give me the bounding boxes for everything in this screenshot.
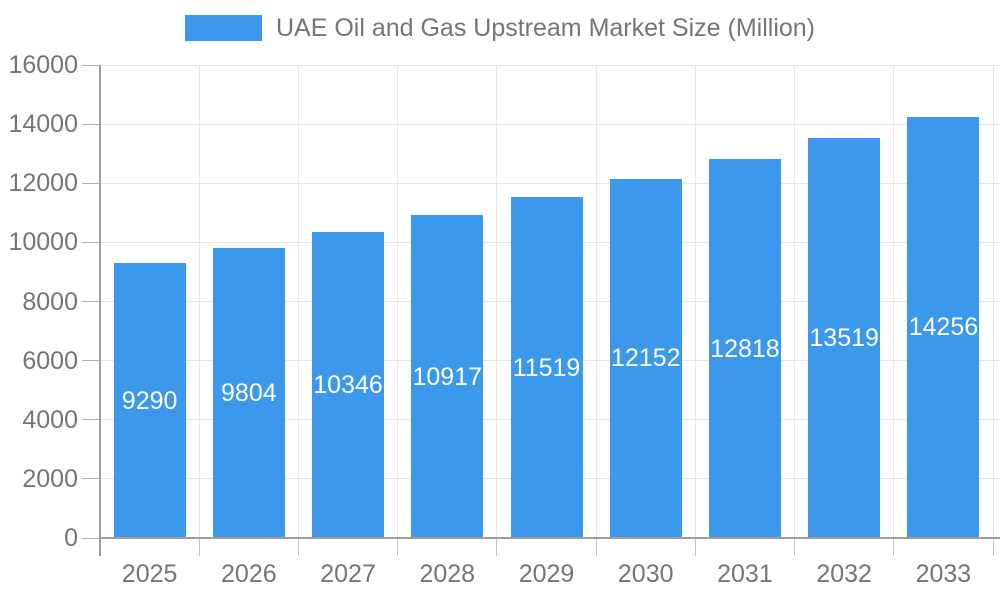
y-gridline xyxy=(100,64,1000,66)
bar-value-label: 12818 xyxy=(710,334,780,363)
y-tick-label: 4000 xyxy=(22,405,78,434)
x-gridline xyxy=(397,65,399,538)
bar: 11519 xyxy=(510,197,583,538)
y-tick-label: 10000 xyxy=(8,228,78,257)
x-gridline xyxy=(794,65,796,538)
bar-value-label: 10917 xyxy=(412,362,483,391)
x-tick-mark xyxy=(496,538,498,556)
x-gridline xyxy=(496,65,498,538)
bar-value-label: 11519 xyxy=(512,353,581,382)
y-tick-label: 0 xyxy=(64,524,78,552)
x-tick-label: 2033 xyxy=(915,560,972,588)
y-tick-mark xyxy=(82,301,100,302)
bar-value-label: 9290 xyxy=(121,386,178,415)
y-tick-mark xyxy=(82,419,100,421)
bar: 10917 xyxy=(411,215,484,538)
y-gridline xyxy=(100,182,1000,184)
y-tick-mark xyxy=(82,123,100,125)
bar: 9804 xyxy=(212,248,285,538)
bar: 13519 xyxy=(808,138,881,538)
x-tick-label: 2026 xyxy=(221,560,277,588)
y-axis-line xyxy=(99,65,101,556)
x-tick-mark xyxy=(794,538,796,556)
plot-area: 0 2000 4000 6000 8000 10000 12000 14000 16000 202… xyxy=(8,52,1000,587)
y-tick-mark xyxy=(82,360,100,362)
x-tick-label: 2031 xyxy=(717,560,773,588)
x-gridline xyxy=(297,65,299,538)
x-tick-label: 2025 xyxy=(121,560,178,588)
x-gridline xyxy=(694,65,696,538)
bar-value-label: 10346 xyxy=(313,371,383,400)
legend-label: UAE Oil and Gas Upstream Market Size (Mi… xyxy=(275,14,816,42)
y-tick-label: 16000 xyxy=(8,51,78,79)
bar-value-label: 9804 xyxy=(221,379,277,408)
x-tick-mark xyxy=(595,538,597,556)
y-tick-mark xyxy=(82,64,100,66)
y-tick-mark xyxy=(82,182,100,184)
bar: 10346 xyxy=(312,232,385,538)
y-tick-mark xyxy=(82,537,100,539)
x-gridline xyxy=(595,65,597,538)
y-tick-label: 2000 xyxy=(22,464,78,493)
x-tick-mark xyxy=(992,538,994,556)
x-tick-label: 2032 xyxy=(816,560,872,588)
x-tick-mark xyxy=(893,538,895,556)
legend[interactable]: UAE Oil and Gas Upstream Market Size (Mi… xyxy=(0,14,1000,42)
bar-value-label: 13519 xyxy=(809,324,879,353)
bar: 14256 xyxy=(907,116,980,538)
legend-swatch xyxy=(184,15,262,41)
x-gridline xyxy=(198,65,200,538)
y-tick-label: 14000 xyxy=(8,110,78,139)
x-tick-label: 2030 xyxy=(617,560,674,588)
bar-value-label: 12152 xyxy=(610,344,681,373)
x-tick-mark xyxy=(198,538,200,556)
y-gridline xyxy=(100,123,1000,125)
bar: 9290 xyxy=(113,263,186,538)
bar: 12818 xyxy=(708,159,781,538)
x-gridline xyxy=(992,65,994,538)
y-tick-label: 12000 xyxy=(8,169,78,198)
x-tick-mark xyxy=(297,538,299,556)
x-tick-mark xyxy=(397,538,399,556)
x-tick-mark xyxy=(694,538,696,556)
x-tick-label: 2027 xyxy=(320,560,376,588)
y-tick-label: 6000 xyxy=(22,346,78,375)
bar: 12152 xyxy=(609,178,682,538)
y-tick-mark xyxy=(82,241,100,243)
x-tick-label: 2029 xyxy=(518,560,575,588)
x-axis-line xyxy=(99,537,1000,539)
bar-value-label: 14256 xyxy=(908,313,979,342)
y-tick-label: 8000 xyxy=(22,287,78,316)
y-tick-mark xyxy=(82,478,100,480)
x-gridline xyxy=(893,65,895,538)
x-tick-label: 2028 xyxy=(419,560,476,588)
